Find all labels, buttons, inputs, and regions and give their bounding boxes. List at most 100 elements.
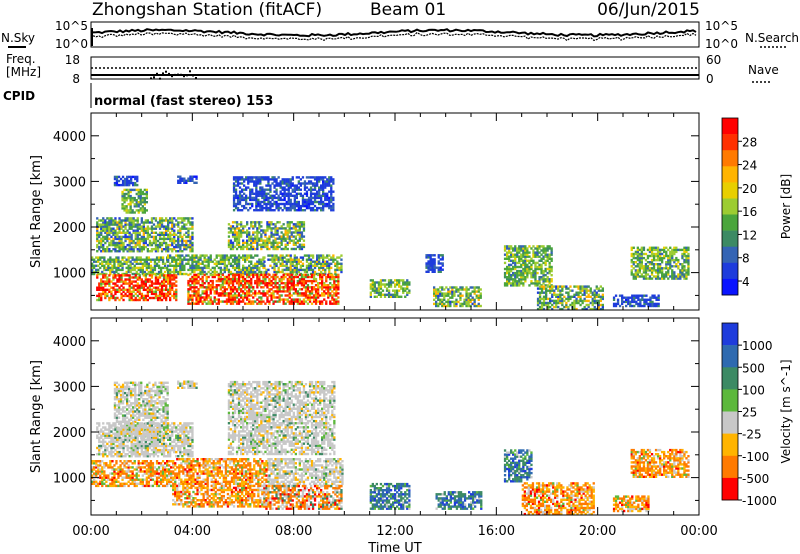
power-cell <box>173 264 176 267</box>
power-cell <box>612 304 616 308</box>
power-cell <box>307 182 311 185</box>
power-cell <box>553 289 556 292</box>
power-cell <box>118 243 121 247</box>
power-cell <box>540 285 544 288</box>
power-cell <box>266 237 269 240</box>
power-cell <box>256 279 259 283</box>
power-cell <box>162 237 166 241</box>
power-cell <box>117 272 120 276</box>
power-cell <box>510 284 513 287</box>
power-cell <box>238 194 242 197</box>
power-cell <box>261 206 264 210</box>
power-cell <box>591 293 594 296</box>
power-cell <box>171 250 174 253</box>
power-cell <box>104 250 107 253</box>
power-cell <box>640 248 643 252</box>
power-cell <box>165 225 168 228</box>
power-cell <box>465 288 468 291</box>
power-cell <box>635 302 638 306</box>
power-cell <box>139 268 142 272</box>
power-cell <box>313 200 317 204</box>
power-cell <box>522 282 525 285</box>
power-cell <box>294 243 297 246</box>
power-cell <box>151 258 155 261</box>
power-cell <box>100 233 103 236</box>
power-cell <box>427 268 430 271</box>
power-cell <box>544 280 547 283</box>
power-cell <box>242 225 245 228</box>
power-cell <box>185 227 188 230</box>
power-cell <box>114 298 117 302</box>
power-cell <box>191 279 194 283</box>
power-cell <box>209 292 212 295</box>
power-cell <box>103 258 106 261</box>
power-cell <box>154 292 158 296</box>
power-cell <box>297 204 300 208</box>
power-cell <box>679 277 682 280</box>
power-cell <box>646 261 650 264</box>
power-cell <box>246 229 249 232</box>
power-cell <box>171 264 174 267</box>
power-cell <box>156 294 160 298</box>
power-cell <box>280 235 283 238</box>
power-cell <box>387 295 391 298</box>
power-cell <box>316 192 319 195</box>
power-cell <box>249 190 252 193</box>
power-cell <box>546 249 549 252</box>
power-cell <box>201 302 204 305</box>
power-cell <box>134 245 137 249</box>
power-cell <box>465 286 468 289</box>
power-cell <box>113 260 116 263</box>
power-cell <box>451 294 454 297</box>
power-cell <box>542 255 545 258</box>
power-cell <box>333 286 336 289</box>
power-cell <box>639 304 642 308</box>
power-cell <box>121 192 124 196</box>
power-cell <box>167 264 170 267</box>
power-cell <box>160 274 164 277</box>
power-cell <box>171 276 174 279</box>
power-cell <box>135 256 138 259</box>
power-cell <box>524 276 527 279</box>
power-cell <box>551 299 554 303</box>
power-cell <box>542 245 545 248</box>
power-cell <box>379 291 383 294</box>
power-cell <box>634 277 637 280</box>
power-cell <box>299 182 302 185</box>
power-cell <box>439 300 442 304</box>
power-cell <box>242 245 245 249</box>
power-cell <box>236 176 240 179</box>
power-cell <box>282 302 285 305</box>
power-cell <box>248 290 251 293</box>
power-cell <box>233 229 237 232</box>
power-cell <box>406 293 409 296</box>
power-cell <box>252 225 255 228</box>
power-cell <box>561 287 564 290</box>
power-cell <box>238 198 242 202</box>
power-cell <box>175 284 178 287</box>
power-cell <box>149 264 153 267</box>
power-cell <box>171 227 174 230</box>
power-cell <box>263 176 266 179</box>
power-cell <box>274 239 277 242</box>
power-cell <box>286 294 289 297</box>
power-cell <box>287 209 290 212</box>
power-cell <box>665 275 668 278</box>
power-cell <box>550 257 553 260</box>
power-cell <box>173 282 176 285</box>
power-cell <box>252 256 255 259</box>
power-cell <box>189 286 192 289</box>
power-cell <box>130 227 133 230</box>
power-cell <box>128 223 131 226</box>
power-cell <box>243 198 246 202</box>
power-cell <box>532 259 535 262</box>
power-cell <box>329 300 332 303</box>
power-cell <box>270 275 273 279</box>
power-cell <box>114 284 117 287</box>
power-cell <box>91 256 94 259</box>
power-cell <box>113 258 116 261</box>
power-cell <box>150 274 154 277</box>
power-cell <box>313 262 317 265</box>
power-cell <box>283 256 286 259</box>
power-cell <box>301 176 305 179</box>
